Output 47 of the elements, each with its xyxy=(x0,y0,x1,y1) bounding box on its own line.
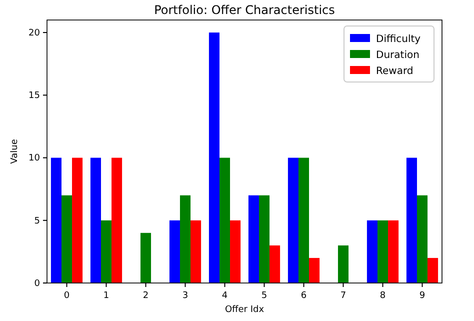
bar xyxy=(338,245,349,283)
y-tick-label: 15 xyxy=(28,91,40,102)
y-axis-title: Value xyxy=(10,138,20,164)
legend-label: Reward xyxy=(376,66,414,77)
x-tick-label: 9 xyxy=(419,291,426,301)
x-tick-label: 6 xyxy=(300,291,307,301)
bar xyxy=(50,158,62,283)
y-tick-label: 10 xyxy=(28,154,40,164)
x-tick-label: 0 xyxy=(64,291,70,301)
y-tick-label: 5 xyxy=(34,216,40,226)
x-tick-label: 3 xyxy=(182,291,188,301)
legend-label: Duration xyxy=(376,50,420,61)
bar xyxy=(112,158,122,283)
bar xyxy=(140,232,152,283)
bar xyxy=(366,220,378,283)
chart-title: Portfolio: Offer Characteristics xyxy=(154,3,335,17)
bar xyxy=(248,195,259,283)
bar xyxy=(298,158,310,283)
x-tick-label: 5 xyxy=(261,291,268,301)
legend-label: Difficulty xyxy=(376,34,421,45)
bar xyxy=(100,220,112,283)
bar xyxy=(416,195,428,283)
bar xyxy=(388,220,399,283)
bar xyxy=(208,32,220,283)
bar xyxy=(190,220,202,283)
y-tick-label: 20 xyxy=(28,28,40,38)
bar xyxy=(309,258,320,283)
x-tick-label: 1 xyxy=(103,291,110,301)
bar xyxy=(258,195,270,283)
x-tick-label: 8 xyxy=(380,291,386,301)
bar xyxy=(406,158,417,283)
bar xyxy=(288,158,298,283)
bar xyxy=(61,195,72,283)
bar xyxy=(90,158,101,283)
bar xyxy=(169,220,180,283)
bar xyxy=(219,158,230,283)
x-tick-label: 2 xyxy=(142,291,149,301)
bar xyxy=(180,195,191,283)
bar xyxy=(428,258,438,283)
bar xyxy=(270,245,280,283)
x-tick-label: 7 xyxy=(340,291,346,301)
bar xyxy=(377,220,388,283)
x-axis-title: Offer Idx xyxy=(224,305,265,315)
x-tick-label: 4 xyxy=(222,291,228,301)
y-tick-label: 0 xyxy=(34,278,40,289)
bar xyxy=(230,220,241,283)
bar xyxy=(72,158,83,283)
